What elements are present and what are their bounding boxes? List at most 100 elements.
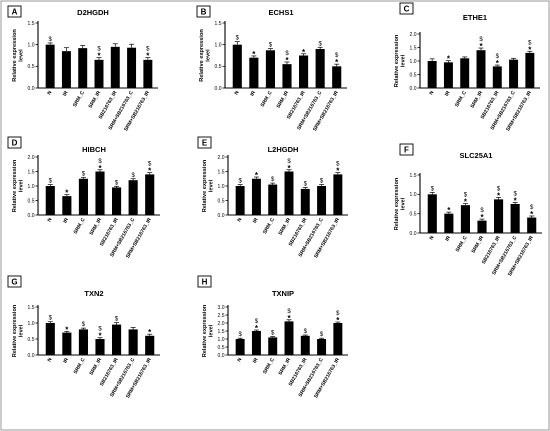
significance-star: * bbox=[464, 198, 468, 207]
x-tick-label: SRM_IR bbox=[470, 90, 485, 110]
y-tick-label: 0.5 bbox=[218, 198, 225, 204]
y-tick-label: 2.0 bbox=[218, 155, 225, 161]
significance-dollar: $ bbox=[49, 316, 53, 322]
y-tick-label: 1.5 bbox=[28, 21, 35, 27]
y-axis-label-line: Relative expression bbox=[12, 159, 18, 212]
significance-dollar: $ bbox=[431, 186, 435, 192]
x-tick-label: N bbox=[428, 90, 435, 96]
x-tick-label: SRM_IR bbox=[278, 217, 293, 237]
x-tick-label: IR bbox=[252, 217, 260, 225]
y-tick-label: 0.5 bbox=[215, 64, 222, 70]
panel-label: B bbox=[201, 8, 207, 17]
y-axis-label: Relative expressionlevel bbox=[199, 29, 212, 82]
significance-dollar: $ bbox=[255, 319, 259, 325]
significance-dollar: $ bbox=[479, 37, 483, 43]
significance-star: * bbox=[98, 164, 102, 173]
bar bbox=[61, 51, 71, 88]
bar bbox=[95, 339, 105, 355]
y-axis-label: Relative expressionlevel bbox=[12, 304, 25, 357]
significance-dollar: $ bbox=[271, 331, 275, 337]
significance-dollar: $ bbox=[497, 186, 501, 192]
y-tick-label: 1.5 bbox=[28, 169, 35, 175]
x-tick-label: SRM_IR bbox=[88, 90, 103, 110]
significance-dollar: $ bbox=[304, 181, 308, 187]
y-tick-label: 0.5 bbox=[28, 337, 35, 343]
bar bbox=[284, 171, 294, 215]
bar bbox=[427, 61, 437, 88]
x-tick-label: N bbox=[236, 217, 243, 223]
bar bbox=[299, 55, 309, 88]
significance-star: * bbox=[97, 52, 101, 61]
panel-label-box bbox=[399, 143, 414, 156]
significance-star: * bbox=[336, 316, 340, 325]
x-tick-label: IR bbox=[444, 235, 452, 243]
y-axis-label-line: level bbox=[209, 179, 215, 192]
y-axis-label: Relative expressionlevel bbox=[394, 177, 407, 230]
bar bbox=[444, 213, 454, 233]
x-tick-label: SRM_C bbox=[454, 90, 468, 108]
significance-star: * bbox=[287, 164, 291, 173]
bar bbox=[492, 66, 502, 88]
x-tick-label: SRM_C bbox=[260, 90, 274, 108]
bar bbox=[128, 180, 138, 215]
bar bbox=[145, 174, 155, 215]
significance-dollar: $ bbox=[269, 43, 273, 49]
bar bbox=[284, 321, 294, 355]
bar bbox=[317, 186, 327, 215]
significance-star: * bbox=[447, 206, 451, 215]
y-axis-label: Relative expressionlevel bbox=[12, 159, 25, 212]
bar bbox=[332, 66, 342, 88]
bar bbox=[317, 339, 327, 355]
y-axis-label-line: Relative expression bbox=[202, 159, 208, 212]
chart-title: ETHE1 bbox=[463, 13, 487, 22]
y-tick-label: 0.0 bbox=[215, 86, 222, 92]
bar bbox=[251, 178, 261, 215]
chart-title: TXNIP bbox=[272, 289, 294, 298]
significance-star: * bbox=[146, 52, 150, 61]
y-tick-label: 1.5 bbox=[218, 169, 225, 175]
panel-label-box bbox=[7, 275, 22, 288]
x-tick-label: SRM_C bbox=[73, 217, 87, 235]
significance-star: * bbox=[336, 167, 340, 176]
x-tick-label: SRM_IR bbox=[276, 90, 291, 110]
x-tick-label: IR bbox=[62, 357, 70, 365]
y-tick-label: 0.5 bbox=[28, 64, 35, 70]
x-tick-label: SRM_IR bbox=[89, 217, 104, 237]
y-axis-label: Relative expressionlevel bbox=[202, 304, 215, 357]
bar bbox=[45, 186, 55, 215]
y-tick-label: 1.0 bbox=[218, 184, 225, 190]
chart-title: D2HGDH bbox=[77, 8, 109, 17]
significance-dollar: $ bbox=[304, 329, 308, 335]
y-tick-label: 1.0 bbox=[218, 337, 225, 343]
bar bbox=[62, 332, 72, 355]
significance-star: * bbox=[285, 56, 289, 65]
significance-star: * bbox=[497, 191, 501, 200]
y-axis-label-line: Relative expression bbox=[394, 34, 400, 87]
x-tick-label: N bbox=[234, 90, 241, 96]
chart-title: SLC25A1 bbox=[460, 151, 493, 160]
significance-dollar: $ bbox=[97, 47, 101, 53]
y-tick-label: 1.0 bbox=[28, 184, 35, 190]
x-tick-label: IR bbox=[62, 217, 70, 225]
significance-dollar: $ bbox=[238, 332, 242, 338]
bar bbox=[251, 331, 261, 355]
y-tick-label: 0.0 bbox=[28, 213, 35, 219]
significance-star: * bbox=[447, 55, 451, 64]
bar bbox=[443, 62, 453, 88]
significance-dollar: $ bbox=[131, 173, 135, 179]
panel-label: H bbox=[202, 278, 208, 287]
x-tick-label: IR bbox=[252, 357, 260, 365]
bar bbox=[110, 46, 120, 88]
bar bbox=[78, 329, 88, 355]
bar bbox=[427, 194, 437, 233]
significance-dollar: $ bbox=[146, 47, 150, 53]
y-tick-label: 2.0 bbox=[410, 32, 417, 38]
y-axis-label-line: Relative expression bbox=[12, 29, 18, 82]
x-tick-label: SRM_IR bbox=[471, 235, 486, 255]
y-axis-label-line: level bbox=[401, 197, 407, 210]
panel-label: G bbox=[11, 278, 17, 287]
